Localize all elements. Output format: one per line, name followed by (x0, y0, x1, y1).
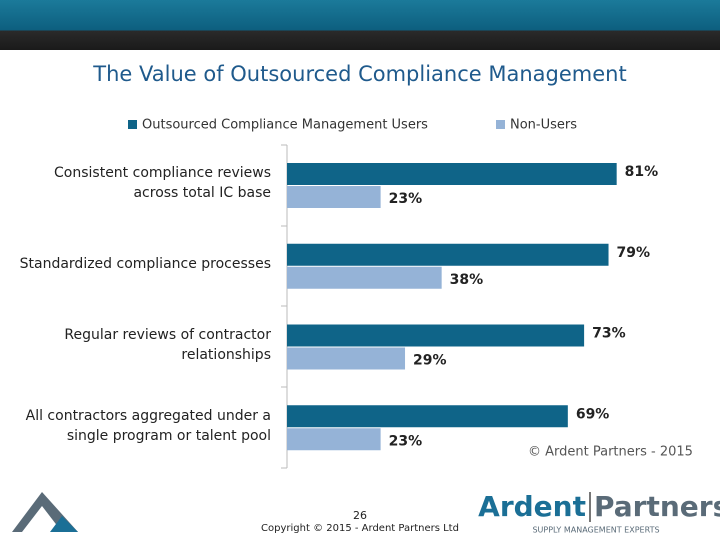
legend-label: Non-Users (510, 118, 577, 133)
category-label: Standardized compliance processes (19, 256, 271, 273)
logo-mark-inner (22, 506, 62, 532)
logo-tagline: SUPPLY MANAGEMENT EXPERTS (532, 526, 659, 535)
value-label: 81% (625, 164, 659, 180)
copyright: Copyright © 2015 - Ardent Partners Ltd (261, 523, 459, 534)
logo-left: Ardent (478, 490, 586, 523)
bar (287, 428, 381, 451)
value-label: 79% (617, 245, 651, 261)
category-label: Consistent compliance reviews across tot… (54, 165, 271, 202)
bar (287, 186, 381, 208)
bar (287, 163, 617, 185)
value-label: 29% (413, 353, 447, 369)
legend-swatch (496, 120, 505, 129)
bar (287, 347, 406, 370)
separators (281, 144, 287, 469)
value-label: 38% (450, 272, 484, 288)
value-label: 23% (389, 433, 423, 449)
legend-swatch (128, 120, 137, 129)
source-note: © Ardent Partners - 2015 (528, 445, 693, 460)
bar (287, 324, 585, 347)
value-label: 69% (576, 406, 610, 422)
logo-mark-accent (50, 516, 78, 532)
category-label: Regular reviews of contractor relationsh… (64, 326, 271, 363)
category-label: All contractors aggregated under a singl… (25, 407, 271, 444)
header-band (0, 0, 720, 50)
logo-right: Partners (594, 490, 720, 523)
value-label: 73% (592, 326, 626, 342)
value-label: 23% (389, 191, 423, 207)
page-number: 26 (353, 509, 367, 522)
legend-label: Outsourced Compliance Management Users (142, 118, 428, 133)
chart-title: The Value of Outsourced Compliance Manag… (92, 62, 626, 86)
bar (287, 405, 568, 428)
bar (287, 266, 442, 289)
bar (287, 243, 609, 266)
